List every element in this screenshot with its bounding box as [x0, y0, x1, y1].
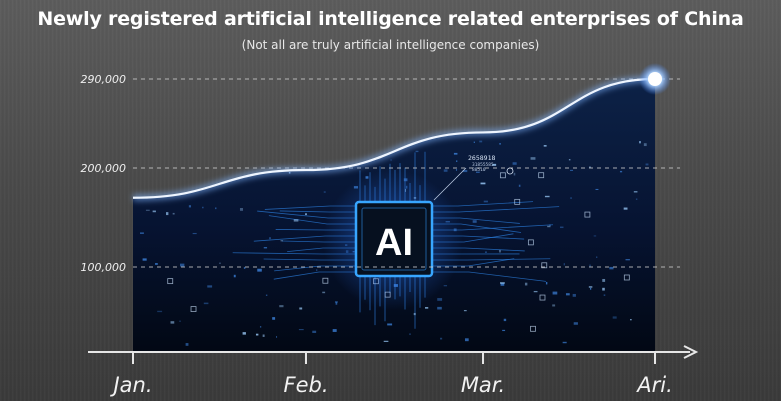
chart-subtitle: (Not all are truly artificial intelligen…: [241, 38, 540, 52]
x-tick-label: Ari.: [635, 373, 673, 397]
x-axis-ticks: Jan. Feb. Mar. Ari.: [109, 352, 673, 397]
chart-title: Newly registered artificial intelligence…: [37, 8, 744, 30]
end-point-marker: [639, 63, 671, 95]
x-tick-label: Feb.: [283, 373, 328, 397]
series-line: [132, 77, 656, 199]
x-tick-label: Mar.: [461, 373, 505, 397]
x-axis-arrow-icon: [683, 345, 699, 359]
y-tick-label: 200,000: [81, 162, 127, 175]
x-tick-label: Jan.: [109, 373, 152, 397]
end-point-dot: [648, 72, 662, 86]
ai-chip: AI: [323, 170, 463, 310]
chip-readout-line: 31855585: [472, 162, 494, 168]
x-axis: [88, 345, 699, 359]
y-tick-label: 290,000: [81, 73, 127, 86]
y-axis-labels: 100,000 200,000 290,000: [81, 73, 127, 274]
chip-label: AI: [375, 222, 413, 264]
chip-readout-line: 2658918: [468, 154, 495, 162]
y-tick-label: 100,000: [81, 261, 127, 274]
gridlines: [133, 78, 680, 268]
chip-readout-line: 88510: [472, 167, 486, 173]
